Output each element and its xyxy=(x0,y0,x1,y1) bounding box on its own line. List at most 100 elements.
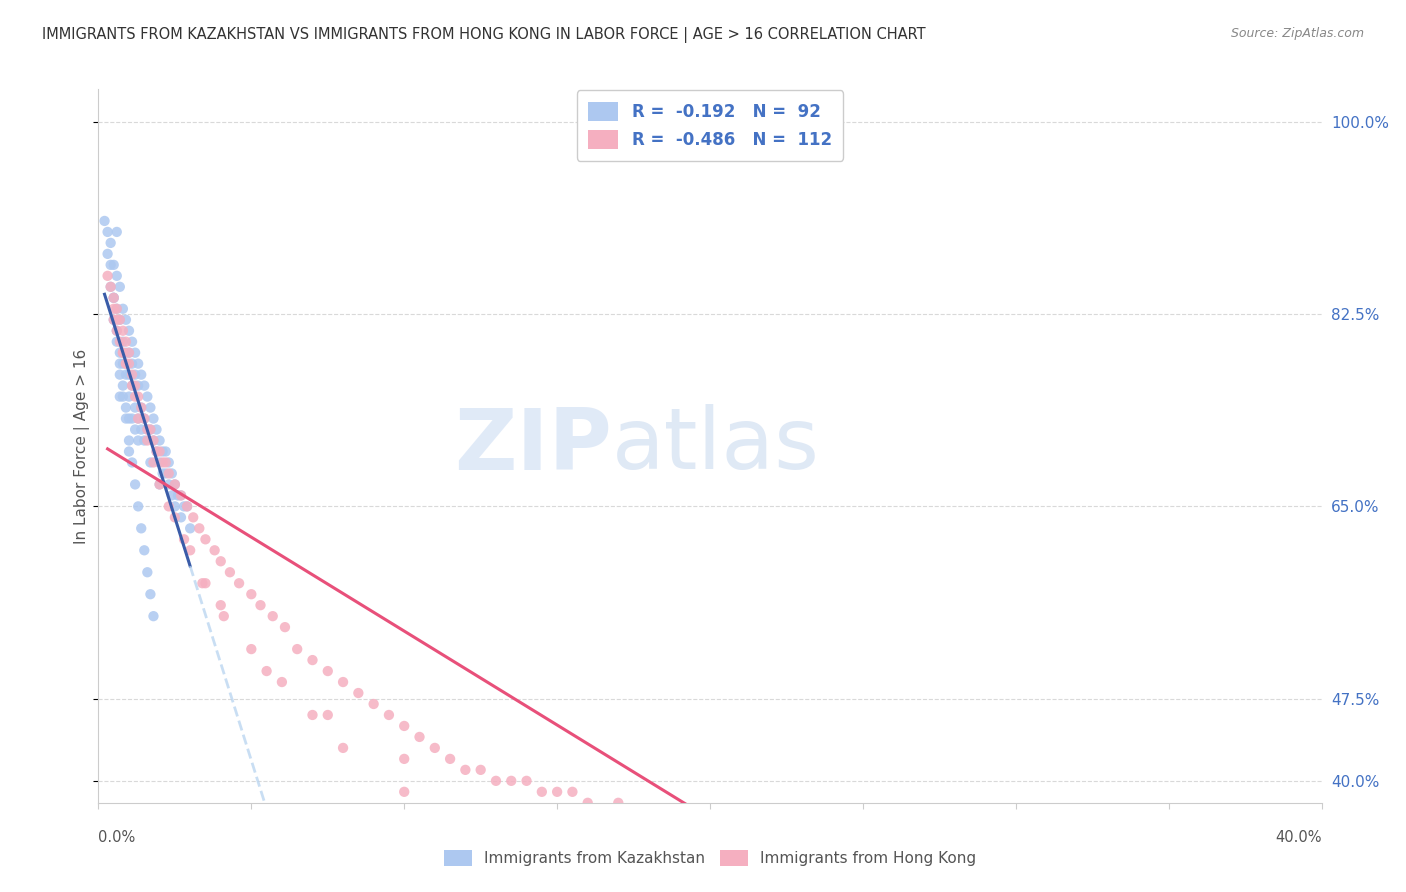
Point xyxy=(129,401,152,415)
Point xyxy=(188,521,211,535)
Point xyxy=(111,334,134,349)
Point xyxy=(118,368,141,382)
Point xyxy=(105,301,128,316)
Point xyxy=(139,401,162,415)
Point xyxy=(111,378,134,392)
Point xyxy=(912,851,935,865)
Point xyxy=(392,719,416,733)
Point xyxy=(121,378,143,392)
Point xyxy=(103,301,125,316)
Point xyxy=(127,357,149,371)
Point xyxy=(111,324,134,338)
Point xyxy=(115,357,138,371)
Point xyxy=(121,411,143,425)
Point xyxy=(103,312,125,326)
Point xyxy=(108,334,131,349)
Point xyxy=(167,488,190,502)
Point xyxy=(105,324,128,338)
Point xyxy=(163,500,186,514)
Point xyxy=(121,378,143,392)
Point xyxy=(301,708,323,723)
Point xyxy=(127,411,149,425)
Point xyxy=(108,312,131,326)
Point xyxy=(228,576,250,591)
Point xyxy=(285,642,308,657)
Point xyxy=(111,345,134,359)
Point xyxy=(638,806,661,821)
Point xyxy=(176,500,198,514)
Point xyxy=(256,664,278,678)
Point xyxy=(163,477,186,491)
Point xyxy=(100,258,122,272)
Point xyxy=(149,444,172,458)
Point xyxy=(105,225,128,239)
Point xyxy=(240,587,263,601)
Point xyxy=(124,390,146,404)
Point xyxy=(127,378,149,392)
Point xyxy=(105,301,128,316)
Point xyxy=(194,533,217,547)
Point xyxy=(115,345,138,359)
Point xyxy=(108,368,131,382)
Point xyxy=(1035,872,1057,887)
Point xyxy=(136,434,159,448)
Point xyxy=(118,324,141,338)
Point xyxy=(607,796,630,810)
Point xyxy=(142,434,165,448)
Point xyxy=(134,411,156,425)
Point xyxy=(136,390,159,404)
Point xyxy=(155,444,177,458)
Point xyxy=(163,510,186,524)
Point xyxy=(115,334,138,349)
Point xyxy=(485,773,508,788)
Point xyxy=(121,334,143,349)
Point xyxy=(160,488,183,502)
Point xyxy=(142,411,165,425)
Point xyxy=(121,455,143,469)
Point xyxy=(105,312,128,326)
Point xyxy=(121,357,143,371)
Point xyxy=(142,434,165,448)
Point xyxy=(249,598,271,612)
Point xyxy=(212,609,235,624)
Point xyxy=(170,510,193,524)
Point xyxy=(209,554,232,568)
Point xyxy=(883,851,905,865)
Text: atlas: atlas xyxy=(612,404,820,488)
Point xyxy=(124,378,146,392)
Point xyxy=(105,268,128,283)
Point xyxy=(179,521,201,535)
Point xyxy=(97,247,120,261)
Point xyxy=(108,390,131,404)
Point xyxy=(470,763,492,777)
Point xyxy=(134,411,156,425)
Y-axis label: In Labor Force | Age > 16: In Labor Force | Age > 16 xyxy=(75,349,90,543)
Point xyxy=(149,477,172,491)
Point xyxy=(821,839,844,854)
Point xyxy=(108,345,131,359)
Point xyxy=(561,785,583,799)
Point xyxy=(139,587,162,601)
Text: ZIP: ZIP xyxy=(454,404,612,488)
Point xyxy=(316,664,339,678)
Point xyxy=(668,806,690,821)
Point xyxy=(134,543,156,558)
Point xyxy=(730,818,752,832)
Point xyxy=(301,653,323,667)
Point xyxy=(111,357,134,371)
Point xyxy=(530,785,553,799)
Point xyxy=(363,697,385,711)
Point xyxy=(152,467,174,481)
Point xyxy=(332,675,354,690)
Point xyxy=(129,423,152,437)
Point xyxy=(129,368,152,382)
Point xyxy=(546,862,568,876)
Point xyxy=(108,280,131,294)
Text: Source: ZipAtlas.com: Source: ZipAtlas.com xyxy=(1230,27,1364,40)
Point xyxy=(115,312,138,326)
Point xyxy=(576,796,599,810)
Point xyxy=(97,225,120,239)
Point xyxy=(516,773,538,788)
Point xyxy=(408,730,430,744)
Point xyxy=(173,533,195,547)
